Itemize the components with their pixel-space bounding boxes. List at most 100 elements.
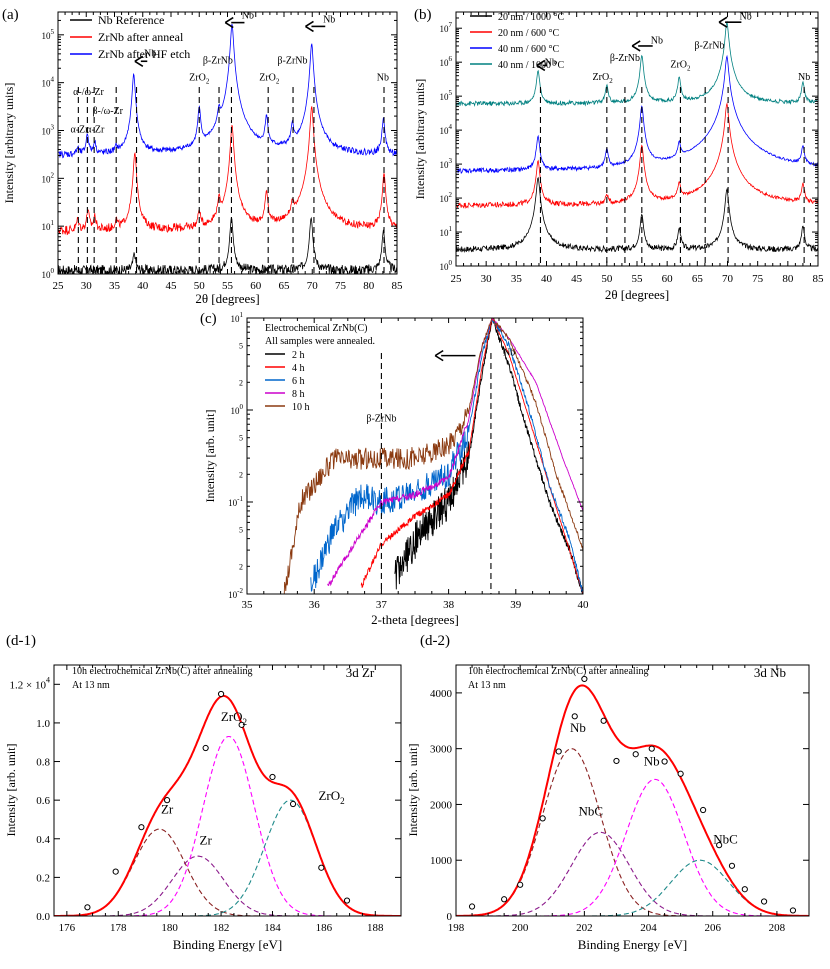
data-point (741, 886, 748, 893)
series-line-3 (327, 318, 583, 587)
data-point (600, 717, 607, 724)
y-axis-label: Intensity [arb. unit] (203, 410, 217, 503)
shift-arrow-head (305, 20, 314, 33)
series-line-0 (394, 318, 583, 594)
annotation-label: Nb (323, 15, 335, 26)
y-tick-label: 102 (42, 171, 55, 184)
y-tick-label: 0 (447, 911, 453, 923)
legend-label: 20 nm / 1000 °C (498, 12, 565, 23)
data-point (648, 745, 655, 752)
y-minor-tick-label: 2 (239, 562, 243, 571)
shift-arrow-head (224, 16, 234, 29)
y-tick-label: 101 (231, 311, 244, 324)
x-tick-label: 36 (309, 599, 321, 611)
y-tick-label: 4000 (430, 688, 453, 700)
x-tick-label: 70 (307, 280, 319, 292)
panel-label: (d-1) (6, 633, 36, 649)
x-axis-label: Binding Energy [eV] (578, 937, 688, 952)
annotation-label: Nb (242, 10, 254, 21)
envelope-fit (456, 684, 809, 916)
y-tick-label: 2000 (430, 799, 453, 811)
y-tick-label: 104 (42, 76, 55, 89)
y-tick-label: 100 (231, 403, 244, 416)
annotation-label: Nb (644, 753, 660, 768)
annotation-label: Nb (503, 348, 515, 359)
series-line-0 (456, 176, 818, 254)
shift-arrow-head (434, 349, 444, 362)
x-tick-label: 202 (576, 922, 593, 934)
annotation-label: Nb (545, 57, 557, 68)
x-tick-label: 85 (813, 273, 825, 285)
data-point (468, 903, 476, 910)
inset-text: 10h electrochemical ZrNb(C) after anneal… (468, 666, 648, 677)
data-point (677, 770, 684, 777)
x-tick-label: 178 (110, 922, 127, 934)
legend-label: 40 nm / 600 °C (498, 44, 560, 55)
y-tick-label: 101 (42, 219, 55, 232)
panel-c: (c) 35 36 37 38 39 40 10-2 10-1 100 101 2 5 2 5 2 5 2-th… (200, 311, 589, 627)
annotation-label: Nb (377, 73, 389, 84)
data-point (318, 864, 325, 871)
annotation-label: β-ZrNb (366, 413, 396, 424)
x-tick-label: 204 (640, 922, 657, 934)
data-point (289, 800, 297, 808)
inset-text: At 13 nm (72, 680, 110, 691)
x-tick-label: 70 (722, 273, 734, 285)
x-axis-label: 2-theta [degrees] (371, 612, 459, 627)
annotation-label: NbC (713, 831, 738, 846)
x-tick-label: 85 (392, 280, 404, 292)
panel-title: 3d Nb (754, 665, 786, 680)
x-tick-label: 25 (53, 280, 65, 292)
x-tick-label: 182 (213, 922, 230, 934)
data-point (84, 904, 91, 911)
y-tick-label: 3000 (430, 744, 453, 756)
annotation-label: β-ZrNb (694, 41, 724, 52)
annotation-label: Nb (651, 36, 663, 47)
data-point (632, 751, 639, 758)
y-tick-label: 105 (440, 89, 453, 102)
x-tick-label: 40 (541, 273, 553, 285)
x-tick-label: 80 (363, 280, 375, 292)
y-axis-label: Intensity [arbitrary units] (413, 79, 427, 200)
series-line-3 (456, 20, 818, 108)
legend-label: ZrNb after HF etch (98, 47, 190, 61)
data-point (581, 675, 588, 683)
component-curve-2 (456, 778, 809, 916)
shift-arrow-head (718, 16, 728, 28)
series-line-2 (310, 319, 583, 594)
y-tick-label: 1.2 × 104 (10, 675, 50, 691)
y-tick-label: 102 (440, 191, 453, 204)
x-tick-label: 188 (367, 922, 384, 934)
annotation-label: β-/ω-Zr (92, 106, 123, 117)
panel-label: (b) (414, 7, 432, 23)
data-point (728, 862, 736, 869)
x-tick-label: 45 (166, 280, 178, 292)
y-tick-label: 106 (440, 55, 453, 68)
y-tick-label: 107 (440, 21, 453, 34)
plot-frame (53, 664, 402, 917)
y-minor-tick-label: 5 (239, 526, 243, 535)
data-point (343, 897, 351, 904)
y-tick-label: 10-1 (228, 495, 243, 508)
plot-frame (455, 664, 810, 917)
annotation-label: α-/ω-Zr (73, 87, 104, 98)
panel-d1: (d-1) 176 178 180 182 184 186 188 0.0 0.2 0.4 0.6 0… (4, 633, 402, 952)
y-minor-tick-label: 2 (239, 378, 243, 387)
x-tick-label: 39 (510, 599, 522, 611)
x-tick-label: 55 (222, 280, 234, 292)
annotation-label: ZrO2 (593, 72, 614, 85)
data-point (555, 748, 562, 755)
x-tick-label: 35 (242, 599, 254, 611)
y-tick-label: 100 (440, 259, 453, 272)
x-axis-label: 2θ [degrees] (195, 291, 259, 306)
x-tick-label: 25 (451, 273, 463, 285)
annotation-label: NbC (579, 804, 604, 819)
x-tick-label: 30 (81, 280, 93, 292)
series-line-4 (283, 318, 583, 594)
y-tick-label: 105 (42, 28, 55, 41)
y-axis-label: Intensity [arb. unit] (406, 744, 420, 837)
data-point (138, 824, 145, 831)
annotation-label: ZrO2 (221, 709, 248, 727)
x-axis-label: Binding Energy [eV] (173, 937, 283, 952)
data-point (539, 815, 546, 822)
